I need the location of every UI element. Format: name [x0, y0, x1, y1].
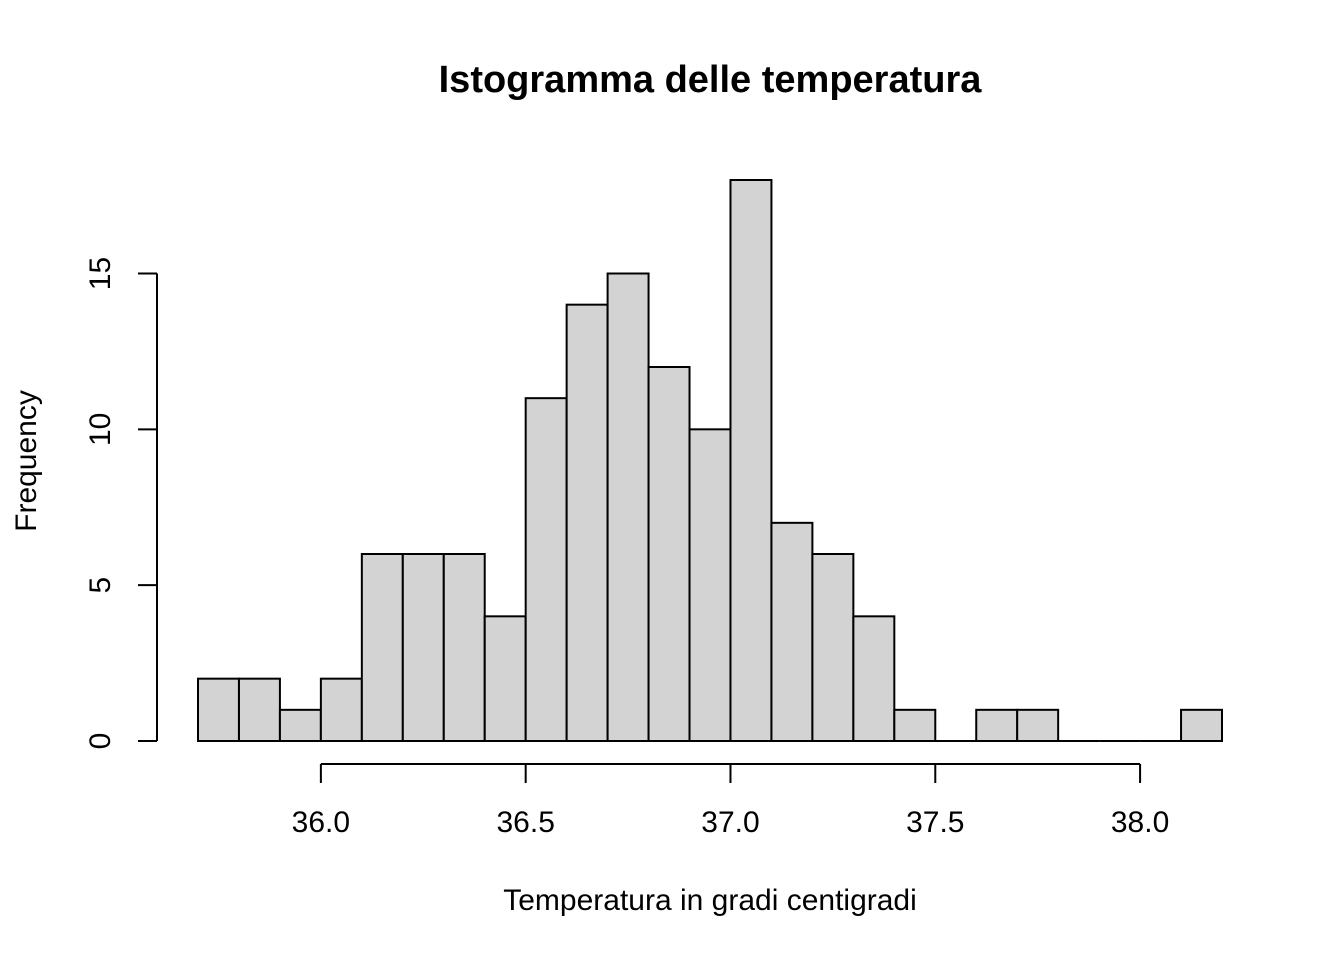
histogram-bar	[770, 521, 814, 742]
x-axis: 36.0 36.5 37.0 37.5 38.0	[292, 763, 1169, 839]
histogram-bar	[893, 708, 937, 742]
x-axis-label: Temperatura in gradi centigradi	[503, 884, 917, 917]
histogram-bar	[606, 272, 650, 742]
histogram-bar	[197, 677, 240, 743]
histogram-bar	[442, 553, 486, 742]
chart-title: Istogramma delle temperatura	[439, 59, 983, 101]
histogram-bar	[524, 397, 568, 742]
y-tick-label: 10	[84, 413, 117, 446]
x-tick-label: 38.0	[1111, 806, 1169, 839]
y-tick-label: 5	[84, 577, 117, 594]
histogram-bar	[1016, 708, 1060, 742]
histogram-bar	[647, 366, 691, 742]
histogram-bar	[565, 303, 609, 742]
histogram-bar	[360, 553, 404, 742]
x-tick-label: 36.5	[496, 806, 554, 839]
histogram-bar	[319, 677, 363, 743]
histogram-bar	[688, 428, 732, 742]
histogram-bar	[852, 615, 896, 742]
histogram-bar	[1180, 708, 1224, 742]
histogram-bar	[401, 553, 445, 742]
histogram-bar	[483, 615, 527, 742]
y-tick-label: 0	[84, 733, 117, 750]
y-axis: 0 5 10 15	[84, 257, 158, 750]
x-tick-label: 36.0	[292, 806, 350, 839]
x-tick-label: 37.0	[701, 806, 759, 839]
histogram-bar	[729, 179, 773, 742]
x-tick-label: 37.5	[906, 806, 964, 839]
histogram-bar	[811, 553, 855, 742]
histogram-bar	[237, 677, 281, 743]
bars-group	[197, 179, 1224, 743]
histogram-bar	[278, 708, 322, 742]
y-axis-label: Frequency	[10, 390, 43, 532]
y-tick-label: 15	[84, 257, 117, 290]
histogram-bar	[975, 708, 1019, 742]
